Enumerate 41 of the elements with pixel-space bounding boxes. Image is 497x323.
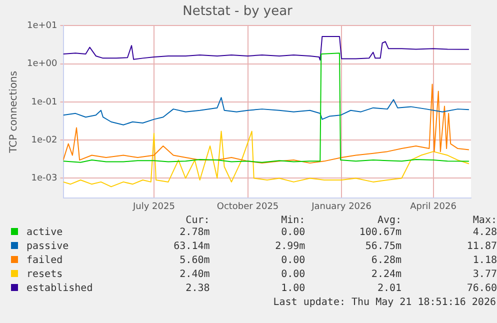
y-tick-label: 1e+00: [26, 59, 58, 70]
text: 1.00: [280, 282, 306, 296]
y-tick-label: 1e-01: [31, 97, 58, 108]
text: 2.01: [376, 282, 402, 296]
text: Min:: [280, 215, 306, 226]
text: 0.00: [280, 268, 306, 282]
x-tick-label: April 2026: [410, 202, 457, 212]
y-axis-title: TCP connections: [8, 70, 20, 154]
legend-label: established: [25, 282, 94, 296]
text: 5.60m: [178, 254, 210, 268]
text: Cur:: [184, 215, 210, 226]
text: 56.75m: [364, 240, 402, 254]
text: 0.00: [280, 254, 306, 268]
text: 2.99m: [274, 240, 306, 254]
x-tick-label: October 2025: [216, 202, 279, 212]
y-tick-label: 1e-03: [31, 174, 58, 184]
chart-title: Netstat - by year: [182, 4, 294, 20]
text: Last update: Thu May 21 18:51:16 2026: [272, 296, 497, 309]
text: 3.77: [472, 268, 497, 282]
text: 2.40m: [178, 268, 210, 282]
legend-label: active: [25, 226, 64, 240]
text: 63.14m: [172, 240, 210, 254]
y-tick-label: 1e+01: [26, 20, 58, 31]
legend-label: failed: [25, 254, 64, 268]
x-tick-label: January 2026: [310, 202, 372, 212]
y-tick-label: 1e-02: [31, 135, 58, 146]
legend-label: passive: [25, 240, 70, 254]
text: 2.78m: [178, 226, 210, 240]
text: 2.24m: [370, 268, 402, 282]
text: Max:: [472, 215, 497, 226]
text: 6.28m: [370, 254, 402, 268]
x-tick-label: July 2025: [132, 202, 175, 212]
text: Avg:: [376, 215, 402, 226]
text: 76.60: [466, 282, 497, 296]
legend-label: resets: [25, 268, 64, 282]
text: 0.00: [280, 226, 306, 240]
text: 1.18: [472, 254, 497, 268]
text: 100.67m: [358, 226, 402, 240]
text: 2.38: [184, 282, 210, 296]
text: 4.28: [472, 226, 497, 240]
text: 11.87: [466, 240, 497, 254]
